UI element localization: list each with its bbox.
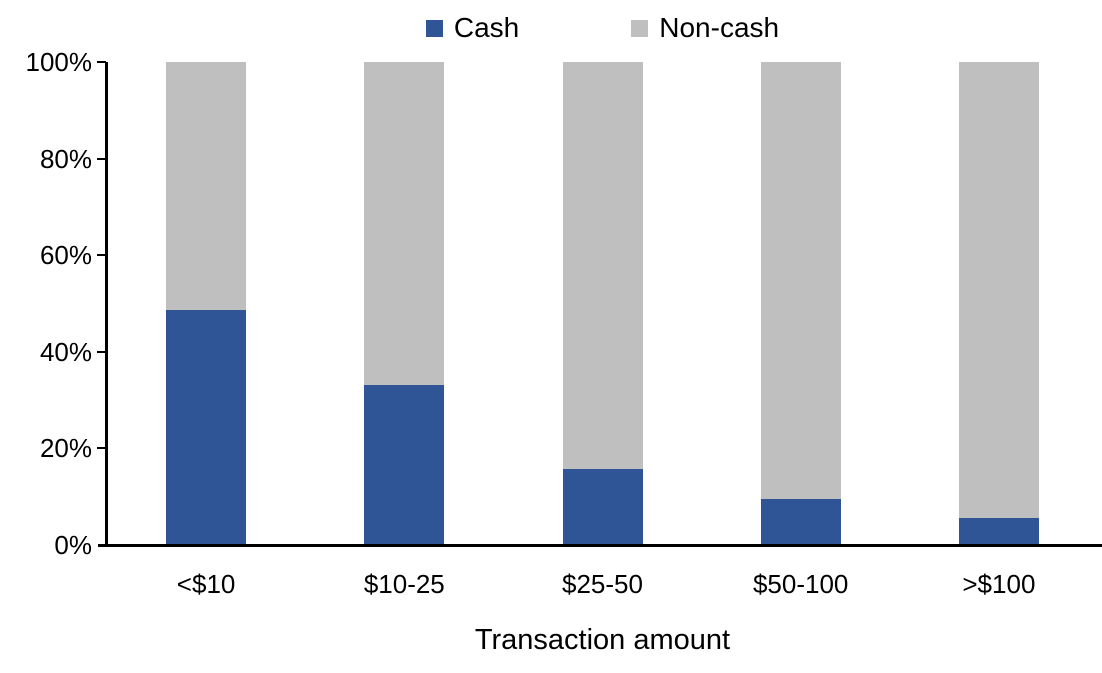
x-axis-category-label-1: $10-25: [363, 569, 445, 599]
x-axis-category-label-4: >$100: [962, 569, 1036, 599]
y-axis-line: [105, 62, 108, 547]
bar-cash-segment-3: [760, 499, 841, 545]
y-axis-tick-label: 0%: [54, 530, 92, 560]
y-axis-tick-100: [97, 61, 106, 63]
x-axis-title: Transaction amount: [474, 624, 731, 656]
y-axis-tick-label: 80%: [39, 143, 92, 174]
legend-item-cash: Cash: [425, 12, 520, 43]
plot-area: [107, 62, 1098, 545]
bar-noncash-segment-3: [760, 62, 841, 500]
y-axis-tick-label: 100%: [25, 47, 93, 77]
chart-legend: Cash Non-cash: [107, 10, 1098, 46]
bar-cash-segment-4: [958, 517, 1039, 545]
legend-swatch-cash-icon: [425, 19, 443, 37]
x-axis-category-label-3: $50-100: [752, 569, 849, 599]
bar-noncash-segment-1: [364, 62, 445, 386]
bar-noncash-segment-0: [166, 62, 247, 310]
bar-noncash-segment-4: [958, 62, 1039, 518]
x-axis-category-label-0: <$10: [176, 569, 236, 599]
legend-item-noncash: Non-cash: [631, 14, 779, 42]
legend-label-cash: Cash: [453, 12, 520, 43]
y-axis-tick-80: [97, 157, 106, 160]
x-axis-line: [98, 544, 1102, 547]
y-axis-tick-20: [97, 447, 106, 450]
legend-swatch-noncash-icon: [631, 19, 649, 37]
y-axis-tick-label: 60%: [39, 240, 92, 271]
y-axis-tick-label: 40%: [39, 336, 92, 367]
bar-cash-segment-2: [562, 469, 643, 545]
y-axis-tick-60: [97, 254, 106, 257]
legend-label-noncash: Non-cash: [659, 12, 780, 43]
bar-cash-segment-0: [166, 309, 247, 545]
y-axis-tick-label: 20%: [39, 433, 92, 464]
bar-cash-segment-1: [364, 385, 445, 545]
y-axis-tick-40: [97, 350, 106, 353]
x-axis-category-label-2: $25-50: [562, 569, 643, 599]
bar-noncash-segment-2: [562, 62, 643, 470]
